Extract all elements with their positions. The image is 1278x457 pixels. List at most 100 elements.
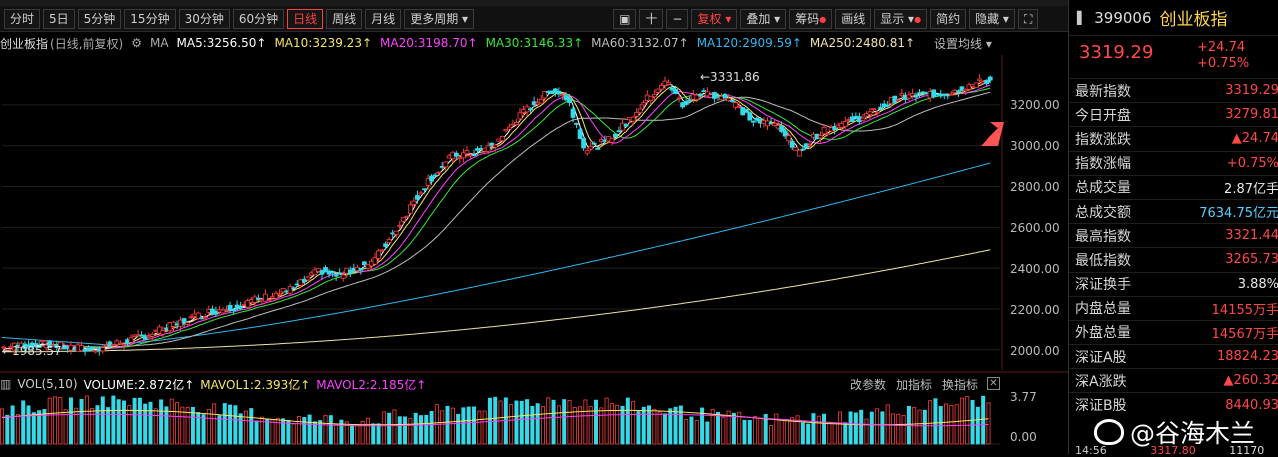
volume-bar [785, 419, 788, 444]
candle-body [500, 136, 504, 140]
volume-bar [870, 412, 873, 444]
volume-bar [510, 405, 513, 444]
volume-bar [303, 417, 306, 444]
volume-bar [844, 423, 847, 444]
volume-bar [313, 422, 316, 444]
quote-value: 14567万手 [1212, 323, 1278, 342]
switch-indicator-button[interactable]: 换指标 [942, 376, 978, 393]
volume-bar [891, 414, 894, 444]
price-tick: 2600.00 [1010, 221, 1060, 235]
quote-row: 指数涨跌 ▲24.74 [1069, 126, 1278, 150]
volume-bar [547, 398, 550, 444]
volume-bar [690, 417, 693, 444]
volume-bar [80, 399, 83, 444]
high-annotation: ←3331.86 [700, 70, 760, 84]
edit-params-button[interactable]: 改参数 [850, 376, 886, 393]
mavol1-value: MAVOL1:2.393亿↑ [200, 376, 310, 393]
volume-bar [722, 417, 725, 444]
volume-bar [117, 400, 120, 444]
quote-value: ▲24.74 [1232, 131, 1278, 146]
quote-panel: ▌ 399006 创业板指 3319.29 +24.74 +0.75% 最新指数… [1068, 0, 1278, 454]
candle-body [974, 83, 978, 88]
quote-row: 深A涨跌▲260.32 [1069, 368, 1278, 392]
volume-bar [43, 409, 46, 444]
candle-body [783, 131, 787, 136]
volume-bar [584, 400, 587, 444]
volume-bar [971, 400, 974, 444]
candle-body [659, 85, 663, 89]
volume-bar [632, 401, 635, 444]
candle-body [808, 145, 812, 146]
low-annotation: ←1985.57 [2, 344, 62, 358]
price-tick: 2200.00 [1010, 303, 1060, 317]
volume-bar [902, 415, 905, 444]
add-indicator-button[interactable]: 加指标 [896, 376, 932, 393]
quote-label: 今日开盘 [1075, 105, 1131, 125]
candle-body [334, 275, 338, 276]
quote-header: ▌ 399006 创业板指 [1069, 0, 1278, 36]
volume-bar [149, 402, 152, 444]
candle-body [232, 310, 236, 311]
candle-body [932, 90, 936, 97]
candle-body [437, 172, 441, 173]
candle-body [387, 239, 391, 242]
volume-bar [637, 412, 640, 444]
volume-bar [266, 419, 269, 444]
candle-body [730, 100, 734, 101]
volume-bar [350, 426, 353, 444]
candle-body [292, 288, 296, 289]
close-icon[interactable]: ✕ [987, 377, 1000, 390]
candle-body [394, 231, 398, 234]
volume-bar [706, 422, 709, 444]
candle-body [642, 103, 646, 105]
quote-label: 最高指数 [1075, 226, 1131, 246]
quote-label: 指数涨跌 [1075, 129, 1131, 149]
candle-body [267, 300, 271, 301]
candle-body [610, 138, 614, 142]
volume-bar [32, 413, 35, 444]
candle-body [723, 94, 727, 98]
volume-bar [388, 413, 391, 444]
volume-bar [255, 421, 258, 444]
candle-body [652, 94, 656, 96]
volume-bar [287, 420, 290, 444]
volume-bar [170, 399, 173, 444]
volume-bar [409, 418, 412, 444]
candle-body [567, 98, 571, 102]
candle-body [635, 112, 639, 116]
quote-label: 总成交量 [1075, 177, 1131, 197]
volume-bar [366, 418, 369, 444]
volume-bar [881, 412, 884, 444]
candle-body [278, 294, 282, 295]
volume-bar [642, 407, 645, 444]
candle-body [949, 94, 953, 95]
candle-body [875, 112, 879, 113]
quote-value: 3265.73 [1225, 252, 1278, 267]
volume-bar [563, 400, 566, 444]
volume-bar [934, 399, 937, 444]
volume-bar [244, 411, 247, 444]
volume-bar [929, 401, 932, 444]
volume-bar [228, 405, 231, 444]
candle-body [656, 89, 660, 92]
candle-body [405, 216, 409, 217]
volume-bar [128, 406, 131, 444]
volume-bar [101, 397, 104, 444]
menu-icon[interactable]: ▌ [1077, 11, 1086, 25]
volume-bar [372, 424, 375, 444]
volume-bar [833, 424, 836, 444]
volume-bar [22, 401, 25, 444]
candle-body [150, 334, 154, 336]
volume-bar [695, 421, 698, 444]
volume-bar [748, 420, 751, 444]
candle-body [101, 348, 105, 351]
candle-body [256, 298, 260, 299]
volume-bar [0, 409, 3, 444]
volume-bar [594, 400, 597, 444]
volume-tick: 3.77 [1010, 390, 1037, 404]
